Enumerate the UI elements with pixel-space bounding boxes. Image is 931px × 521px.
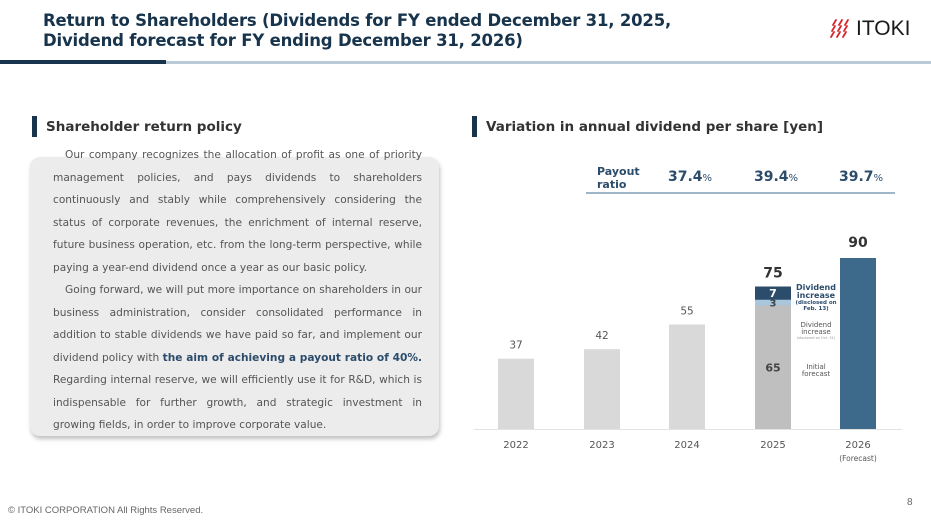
page-title-line2: Dividend forecast for FY ending December… [43, 31, 523, 50]
annotation-line: (disclosed on Oct. 31) [796, 335, 836, 340]
segment-label: 65 [765, 361, 780, 374]
data-label: 90 [848, 235, 868, 251]
data-label: 75 [763, 266, 782, 282]
x-tick-label: 2023 [589, 440, 614, 451]
payout-divider [586, 192, 895, 194]
data-label: 37 [509, 340, 522, 352]
chart-heading-text: Variation in annual dividend per share [… [486, 118, 824, 135]
bar-2024 [669, 324, 705, 429]
page-number: 8 [907, 497, 913, 508]
data-label: 55 [680, 306, 693, 318]
annotation-line: increase [801, 328, 831, 337]
payout-target-highlight: the aim of achieving a payout ratio of 4… [162, 351, 422, 364]
payout-ratio-2026: 39.7% [839, 169, 883, 185]
policy-heading: Shareholder return policy [32, 116, 242, 137]
payout-value: 37.4 [668, 169, 703, 185]
policy-paragraph-2: Going forward, we will put more importan… [53, 279, 422, 437]
x-tick-label: 2024 [674, 440, 699, 451]
payout-label-line1: Payout [597, 165, 640, 178]
x-tick-label: 2022 [503, 440, 528, 451]
payout-ratio-label: Payout ratio [597, 165, 640, 191]
policy-heading-text: Shareholder return policy [46, 118, 242, 135]
payout-label-line2: ratio [597, 178, 627, 191]
header-rule-accent [0, 60, 166, 64]
payout-ratio-2024: 37.4% [668, 169, 712, 185]
heading-marker [472, 116, 477, 137]
segment-label: 7 [769, 287, 777, 300]
annotation-line: (disclosed on [795, 299, 837, 306]
bar-segment-dividend-increase-disclosed-on-feb-13- [755, 286, 791, 300]
annotation-initial-forecast: Initial forecast [794, 363, 838, 379]
policy-paragraph-2-post: Regarding internal reserve, we will effi… [53, 374, 422, 431]
company-logo: ITOKI [830, 18, 910, 40]
logo-text: ITOKI [856, 17, 911, 40]
x-tick-label: 2026 [845, 440, 870, 451]
bar-2022 [498, 358, 534, 429]
bar-segment-initial-forecast [755, 305, 791, 429]
policy-paragraph-2-pre: Going forward, we will put more importan… [53, 284, 422, 364]
bar-segment-dividend-increase-disclosed-on-oct-31- [755, 299, 791, 306]
bar-2023 [584, 349, 620, 429]
policy-paragraph-1: Our company recognizes the allocation of… [53, 149, 422, 274]
annotation-line: Dividend [796, 283, 836, 292]
x-tick-sublabel: (Forecast) [839, 454, 877, 463]
segment-label: 3 [770, 299, 777, 310]
annotation-line: forecast [801, 370, 831, 379]
annotation-line: Dividend [800, 321, 832, 329]
header-rule [166, 61, 931, 64]
annotation-line: increase [796, 291, 836, 301]
data-label: 42 [595, 330, 608, 342]
payout-value: 39.7 [839, 169, 874, 185]
copyright: © ITOKI CORPORATION All Rights Reserved. [8, 505, 204, 516]
bar-2026 [840, 258, 876, 429]
payout-unit: % [873, 173, 884, 184]
chart-heading: Variation in annual dividend per share [… [472, 116, 823, 137]
annotation-increase-oct: Dividend increase (disclosed on Oct. 31) [790, 321, 842, 340]
page-title: Return to Shareholders (Dividends for FY… [43, 11, 671, 51]
x-tick-label: 2025 [760, 440, 785, 451]
page-title-line1: Return to Shareholders (Dividends for FY… [43, 11, 672, 30]
policy-text: Our company recognizes the allocation of… [53, 144, 422, 437]
payout-ratio-2025: 39.4% [754, 169, 798, 185]
payout-value: 39.4 [754, 169, 789, 185]
annotation-increase-feb: Dividend increase (disclosed on Feb. 13) [790, 283, 842, 312]
itoki-logo-icon [830, 19, 849, 38]
payout-unit: % [702, 173, 713, 184]
annotation-line: Feb. 13) [803, 305, 829, 312]
payout-unit: % [788, 173, 799, 184]
policy-box [30, 157, 439, 436]
heading-marker [32, 116, 37, 137]
annotation-line: Initial [806, 363, 826, 371]
